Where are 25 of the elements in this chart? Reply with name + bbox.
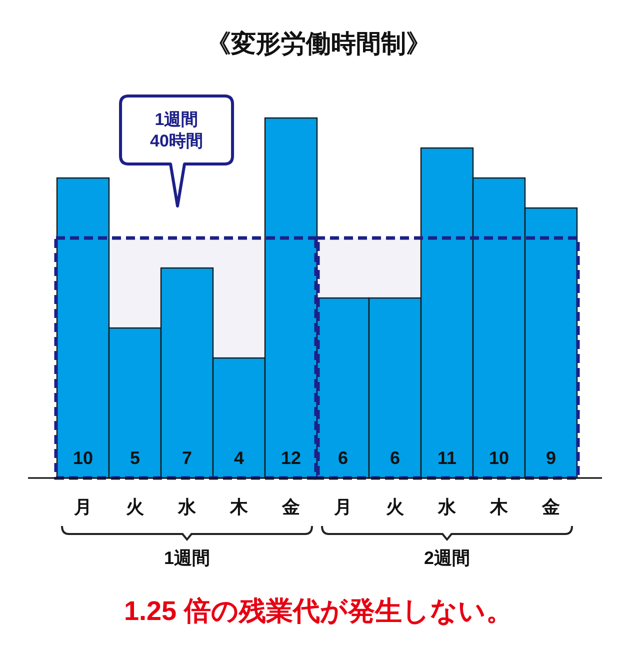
- chart-title: 《変形労働時間制》: [206, 30, 431, 58]
- data-label: 7: [182, 448, 192, 468]
- x-tick-label: 木: [489, 497, 509, 517]
- x-tick-label: 火: [125, 497, 145, 517]
- data-label: 6: [338, 448, 348, 468]
- data-label: 11: [437, 448, 457, 468]
- data-label: 9: [546, 448, 556, 468]
- x-tick-label: 木: [229, 497, 249, 517]
- data-label: 6: [390, 448, 400, 468]
- text: 1週間: [164, 548, 210, 568]
- data-label: 5: [130, 448, 140, 468]
- x-tick-label: 火: [385, 497, 405, 517]
- data-label: 12: [280, 448, 302, 468]
- x-tick-label: 金: [541, 497, 560, 517]
- x-tick-label: 水: [437, 497, 457, 517]
- text: 2週間: [424, 548, 470, 568]
- text: 1.25 倍の残業代が発生しない。: [124, 596, 514, 626]
- band-label: 1週間 40時間: [150, 110, 203, 150]
- x-tick-label: 金: [281, 497, 300, 517]
- x-tick-label: 月: [333, 497, 352, 517]
- data-label: 10: [72, 448, 94, 468]
- x-tick-label: 月: [73, 497, 92, 517]
- data-label: 10: [488, 448, 510, 468]
- data-label: 4: [234, 448, 244, 468]
- x-tick-label: 水: [177, 497, 197, 517]
